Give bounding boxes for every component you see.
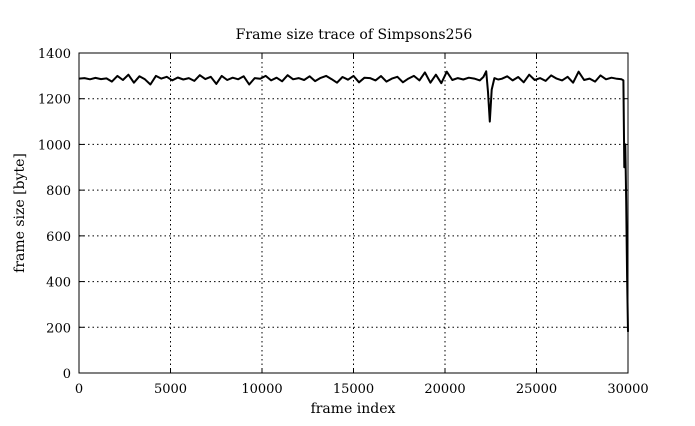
plot-frame [78, 52, 629, 374]
x-axis-ticks: 0 5000 10000 15000 20000 25000 30000 [75, 53, 649, 397]
y-tick-label: 0 [63, 367, 71, 382]
series-line [78, 70, 629, 332]
grid-lines [79, 53, 628, 373]
x-axis-label: frame index [311, 401, 396, 417]
y-tick-label: 600 [46, 230, 71, 245]
y-tick-label: 1200 [38, 93, 71, 108]
x-tick-label: 30000 [607, 382, 648, 397]
y-tick-label: 1400 [38, 47, 71, 62]
x-tick-label: 5000 [154, 382, 187, 397]
x-tick-label: 0 [75, 382, 83, 397]
y-tick-label: 400 [46, 276, 71, 291]
x-tick-label: 10000 [241, 382, 282, 397]
x-tick-label: 20000 [424, 382, 465, 397]
y-tick-label: 1000 [38, 138, 71, 153]
x-tick-label: 25000 [516, 382, 557, 397]
y-tick-label: 200 [46, 321, 71, 336]
y-tick-label: 800 [46, 184, 71, 199]
chart-title: Frame size trace of Simpsons256 [236, 27, 473, 43]
y-axis-ticks: 0 200 400 600 800 1000 1200 1400 [38, 47, 628, 382]
x-tick-label: 15000 [333, 382, 374, 397]
y-axis-label: frame size [byte] [12, 153, 28, 273]
